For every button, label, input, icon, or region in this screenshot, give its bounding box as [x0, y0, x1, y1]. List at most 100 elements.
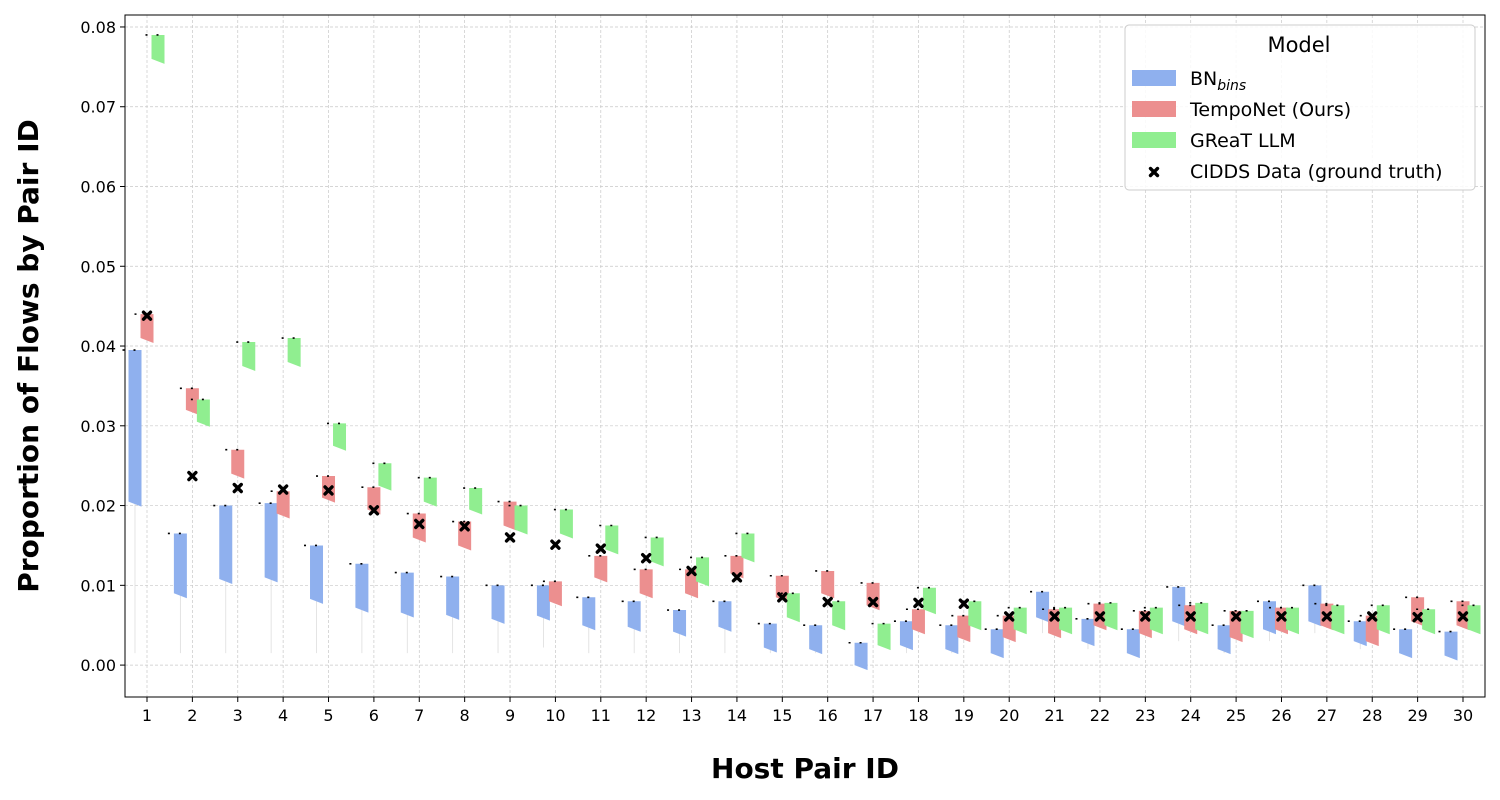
ground-truth-point	[1094, 611, 1106, 622]
temponet-bar	[957, 615, 971, 643]
bn-bar	[128, 350, 142, 507]
great-bar	[786, 593, 800, 623]
bn-bar	[1399, 629, 1413, 659]
great-bar	[378, 463, 392, 491]
x-tick-label: 19	[954, 706, 974, 725]
bn-bar	[809, 625, 823, 655]
ground-truth-point	[1367, 611, 1378, 622]
ground-truth-point	[640, 553, 652, 564]
great-bar	[1331, 605, 1345, 635]
y-tick-label: 0.07	[80, 98, 116, 117]
temponet-bar	[548, 581, 562, 607]
ground-truth-point	[958, 598, 970, 609]
great-bar	[605, 525, 619, 555]
x-tick-label: 16	[818, 706, 838, 725]
y-tick-label: 0.06	[80, 177, 116, 196]
great-bar	[1240, 610, 1254, 639]
bn-bar	[400, 572, 414, 618]
y-tick-label: 0.02	[80, 497, 116, 516]
bn-bar	[763, 623, 777, 653]
ground-truth-point	[1457, 611, 1469, 622]
great-bar	[1467, 605, 1481, 635]
bn-bar	[536, 585, 550, 621]
ground-truth-point	[504, 532, 516, 543]
ground-truth-point	[368, 505, 380, 516]
x-tick-label: 13	[681, 706, 701, 725]
ground-truth-point	[459, 521, 470, 532]
ground-truth-point	[141, 310, 153, 321]
ground-truth-point	[686, 565, 697, 577]
temponet-bar	[821, 570, 835, 599]
great-bar	[333, 423, 347, 451]
ground-truth-point	[277, 484, 289, 495]
great-bar	[1013, 607, 1027, 635]
legend-label-bn: BNbins	[1190, 68, 1246, 94]
x-tick-label: 22	[1090, 706, 1110, 725]
bn-bar	[945, 625, 959, 655]
temponet-bar	[185, 388, 199, 415]
bn-bar	[1172, 586, 1186, 627]
point-layer	[141, 310, 1469, 623]
bn-bar	[1262, 601, 1276, 635]
great-bar	[1059, 607, 1073, 635]
y-tick-label: 0.01	[80, 576, 116, 595]
ground-truth-point	[867, 596, 879, 608]
great-bar	[696, 557, 710, 587]
great-bar	[922, 587, 936, 615]
x-tick-label: 11	[591, 706, 611, 725]
bn-bar	[1081, 618, 1095, 647]
bn-bar	[264, 503, 278, 583]
temponet-bar	[594, 555, 608, 583]
x-tick-label: 15	[772, 706, 792, 725]
bn-bar	[854, 642, 868, 671]
ground-truth-point	[414, 518, 425, 530]
temponet-bar	[639, 569, 653, 599]
great-bar	[741, 533, 755, 563]
x-tick-label: 12	[636, 706, 656, 725]
bn-bar	[582, 597, 596, 631]
legend: Model BNbins TempoNet (Ours) GReaT LLM C…	[1124, 24, 1476, 191]
x-tick-label: 9	[505, 706, 515, 725]
bn-bar	[1036, 591, 1050, 623]
x-tick-label: 5	[323, 706, 333, 725]
bn-bar	[491, 585, 505, 624]
bn-bar	[1126, 629, 1140, 659]
bn-bar	[718, 601, 732, 632]
x-tick-label: 30	[1453, 706, 1473, 725]
bn-bar	[446, 576, 460, 620]
bn-bar	[173, 533, 187, 599]
bar-layer	[122, 34, 1483, 671]
temponet-bar	[276, 491, 290, 519]
great-bar	[242, 342, 256, 371]
ground-truth-point	[1276, 611, 1287, 622]
ground-truth-point	[1412, 612, 1423, 623]
great-bar	[196, 399, 210, 427]
legend-frame	[1124, 24, 1476, 191]
plot-frame	[124, 14, 1486, 698]
x-tick-label: 21	[1044, 706, 1064, 725]
ground-truth-point	[1185, 611, 1196, 622]
x-axis-title: Host Pair ID	[711, 752, 899, 785]
bn-bar	[673, 610, 687, 637]
tick-layer: 0.000.010.020.030.040.050.060.070.081 2 3 4…	[80, 18, 1473, 725]
bn-bar	[1444, 631, 1458, 661]
x-tick-label: 17	[863, 706, 883, 725]
great-bar	[877, 623, 891, 651]
x-tick-label: 6	[369, 706, 379, 725]
bn-bar	[990, 629, 1004, 659]
temponet-bar	[503, 501, 517, 531]
ground-truth-point	[913, 597, 924, 609]
bn-bar	[899, 621, 913, 651]
great-bar	[287, 338, 301, 367]
ground-truth-point	[1004, 611, 1015, 622]
bn-bar	[1217, 625, 1231, 655]
temponet-bar	[685, 569, 699, 599]
ground-truth-point	[822, 596, 833, 608]
temponet-bar	[911, 609, 925, 635]
x-tick-label: 8	[460, 706, 470, 725]
bn-bar	[310, 545, 324, 604]
temponet-bar	[1002, 615, 1016, 643]
ground-truth-point	[595, 543, 606, 554]
great-bar	[832, 601, 846, 631]
